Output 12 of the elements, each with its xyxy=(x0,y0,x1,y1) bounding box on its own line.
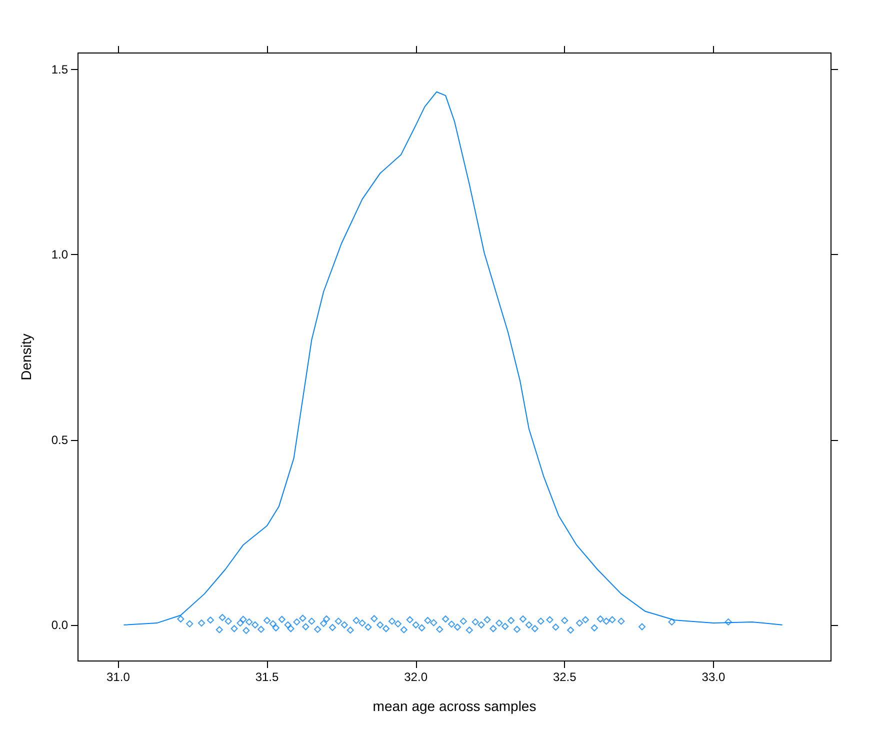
y-tick-label: 0.5 xyxy=(51,432,68,447)
y-tick-label: 1.5 xyxy=(51,62,68,77)
y-tick-label: 1.0 xyxy=(51,248,68,262)
y-tick-label: 0.0 xyxy=(51,618,68,632)
x-tick-label: 33.0 xyxy=(702,670,726,684)
x-tick-label: 31.5 xyxy=(255,670,279,684)
x-tick-label: 32.5 xyxy=(552,670,577,684)
line-series xyxy=(124,91,782,626)
x-axis-title: mean age across samples xyxy=(372,698,536,714)
x-tick-label: 31.0 xyxy=(106,670,130,684)
x-tick-label: 32.0 xyxy=(404,670,428,684)
y-axis-title: Density xyxy=(18,334,34,380)
